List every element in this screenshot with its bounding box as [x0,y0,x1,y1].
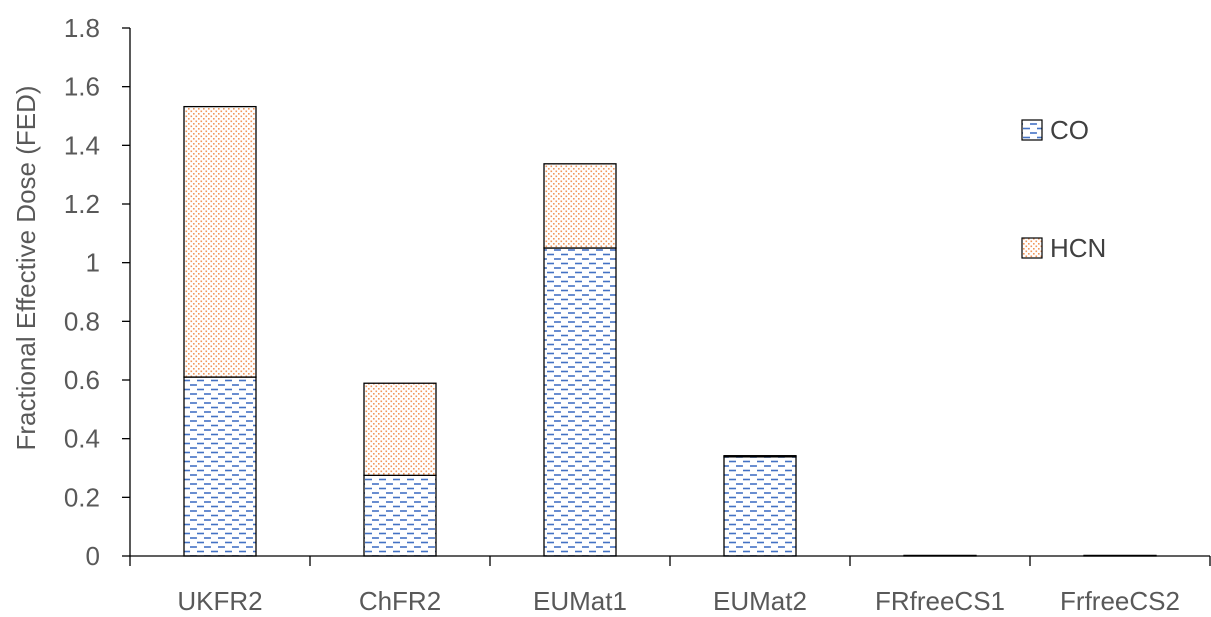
y-axis: 0 0.2 0.4 0.6 0.8 1 1.2 1.4 1.6 1.8 [64,13,131,571]
y-tick-label: 1.6 [64,72,100,102]
y-tick-label: 0.2 [64,482,100,512]
legend-swatch-hcn [1021,237,1043,259]
bar-co-chfr2 [363,474,437,557]
y-tick-label: 0.6 [64,365,100,395]
y-tick-label: 0 [86,541,100,571]
bar-co-eumat2 [723,456,797,557]
x-tick-label: FrfreeCS2 [1060,586,1180,616]
bar-co-ukfr2 [183,376,257,557]
bar-hcn-chfr2 [363,382,437,476]
bars [183,105,1157,557]
bar-hcn-eumat2 [723,455,797,458]
bar-hcn-ukfr2 [183,105,257,378]
y-axis-title-group: Fractional Effective Dose (FED) [11,85,41,450]
x-axis: UKFR2 ChFR2 EUMat1 EUMat2 FRfreeCS1 FrfreeCS2 [129,555,1211,616]
legend-label-co: CO [1050,115,1089,145]
bar-co-eumat1 [543,247,617,557]
x-tick-label: EUMat2 [713,586,807,616]
y-tick-label: 0.8 [64,306,100,336]
y-axis-title: Fractional Effective Dose (FED) [11,85,41,450]
y-tick-label: 1 [86,248,100,278]
y-tick-label: 1.8 [64,13,100,43]
y-tick-label: 1.4 [64,130,100,160]
y-tick-label: 0.4 [64,424,100,454]
legend-swatch-co [1021,119,1043,141]
legend: CO HCN [1021,115,1106,263]
x-tick-label: FRfreeCS1 [875,586,1005,616]
x-tick-label: EUMat1 [533,586,627,616]
x-tick-label: UKFR2 [177,586,262,616]
bar-hcn-eumat1 [543,163,617,249]
y-tick-label: 1.2 [64,189,100,219]
legend-label-hcn: HCN [1050,233,1106,263]
x-tick-label: ChFR2 [359,586,441,616]
